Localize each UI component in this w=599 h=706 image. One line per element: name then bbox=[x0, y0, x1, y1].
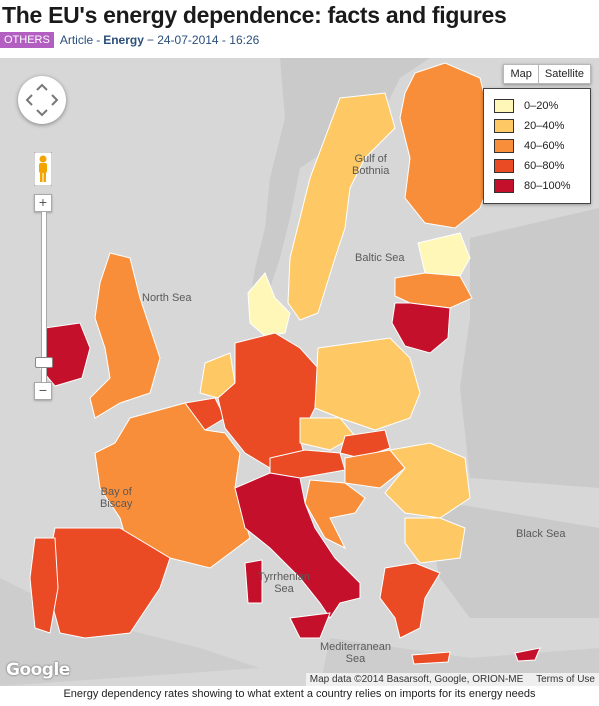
category-link[interactable]: Energy bbox=[103, 33, 144, 47]
country-ireland bbox=[39, 322, 91, 387]
legend-label: 20–40% bbox=[524, 120, 565, 132]
article-meta: OTHERS Article - Energy − 24-07-2014 - 1… bbox=[0, 32, 259, 48]
sea-label-biscay: Bay of Biscay bbox=[100, 486, 133, 510]
zoom-slider-thumb[interactable] bbox=[35, 357, 53, 368]
legend-swatch bbox=[494, 179, 514, 193]
map-type-control: Map Satellite bbox=[503, 64, 591, 84]
map-button[interactable]: Map bbox=[503, 64, 539, 84]
content-type: Article bbox=[59, 33, 94, 47]
country-cyprus bbox=[514, 647, 541, 662]
zoom-slider[interactable] bbox=[35, 212, 53, 382]
legend-item: 20–40% bbox=[494, 119, 564, 133]
country-greece bbox=[379, 562, 441, 639]
map-attribution: Map data ©2014 Basarsoft, Google, ORION-… bbox=[305, 673, 599, 686]
sea-label-black: Black Sea bbox=[516, 528, 566, 540]
country-slovenia-croatia bbox=[304, 479, 366, 550]
country-hungary bbox=[344, 449, 406, 489]
terms-link[interactable]: Terms of Use bbox=[536, 674, 595, 685]
sea-label-baltic: Baltic Sea bbox=[355, 252, 405, 264]
page-title: The EU's energy dependence: facts and fi… bbox=[2, 2, 507, 28]
section-badge[interactable]: OTHERS bbox=[0, 32, 54, 48]
sea-label-gulf: Gulf of Bothnia bbox=[352, 153, 390, 177]
pan-arrows-icon bbox=[25, 83, 59, 117]
country-uk bbox=[89, 252, 161, 419]
country-crete bbox=[411, 651, 451, 665]
country-sicily bbox=[289, 612, 331, 639]
zoom-out-button[interactable]: − bbox=[34, 382, 52, 400]
legend-swatch bbox=[494, 119, 514, 133]
map-legend: 0–20% 20–40% 40–60% 60–80% 80–100% bbox=[483, 88, 591, 204]
sea-label-mediterranean: Mediterranean Sea bbox=[320, 641, 391, 665]
attribution-text: Map data ©2014 Basarsoft, Google, ORION-… bbox=[309, 674, 524, 685]
legend-swatch bbox=[494, 99, 514, 113]
country-italy bbox=[234, 472, 361, 619]
country-finland bbox=[399, 62, 496, 229]
country-bulgaria bbox=[404, 517, 466, 564]
zoom-control: + − bbox=[34, 194, 53, 400]
country-latvia bbox=[394, 272, 473, 309]
zoom-in-button[interactable]: + bbox=[34, 194, 52, 212]
country-portugal bbox=[29, 537, 59, 634]
country-sweden bbox=[287, 92, 396, 321]
legend-label: 0–20% bbox=[524, 100, 559, 112]
legend-swatch bbox=[494, 159, 514, 173]
meta-separator: - bbox=[96, 33, 101, 47]
pegman-icon[interactable] bbox=[34, 152, 52, 186]
legend-item: 60–80% bbox=[494, 159, 564, 173]
legend-item: 80–100% bbox=[494, 179, 571, 193]
country-france bbox=[94, 402, 251, 569]
legend-swatch bbox=[494, 139, 514, 153]
country-estonia bbox=[417, 232, 471, 277]
country-poland bbox=[314, 337, 421, 431]
legend-label: 80–100% bbox=[524, 180, 571, 192]
legend-item: 40–60% bbox=[494, 139, 564, 153]
map-canvas[interactable]: Gulf of Bothnia Baltic Sea North Sea Bay … bbox=[0, 58, 599, 686]
satellite-button[interactable]: Satellite bbox=[538, 64, 591, 84]
legend-item: 0–20% bbox=[494, 99, 558, 113]
sea-label-tyrrhenian: Tyrrhenian Sea bbox=[258, 571, 310, 595]
map-caption: Energy dependency rates showing to what … bbox=[63, 688, 536, 700]
country-denmark bbox=[247, 272, 291, 337]
publish-date: − 24-07-2014 - 16:26 bbox=[146, 33, 260, 47]
sea-label-north: North Sea bbox=[142, 292, 192, 304]
google-logo[interactable]: Google bbox=[6, 660, 70, 680]
legend-label: 40–60% bbox=[524, 140, 565, 152]
country-lithuania bbox=[391, 302, 451, 354]
country-sardinia bbox=[244, 559, 263, 604]
legend-label: 60–80% bbox=[524, 160, 565, 172]
pan-control[interactable] bbox=[18, 76, 66, 124]
